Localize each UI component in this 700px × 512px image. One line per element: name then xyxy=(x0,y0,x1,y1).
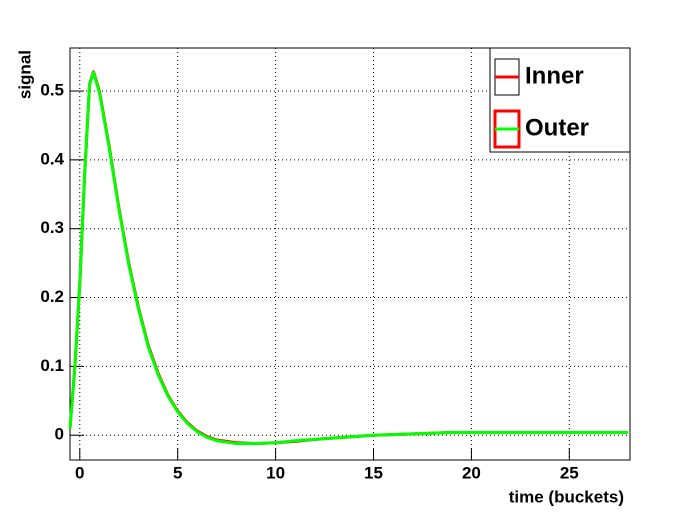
x-tick-label: 15 xyxy=(364,463,383,482)
x-axis-label: time (buckets) xyxy=(509,487,624,506)
x-tick-label: 0 xyxy=(75,463,84,482)
y-tick-label: 0 xyxy=(55,425,64,444)
y-axis-label: signal xyxy=(15,50,34,99)
legend-label: Inner xyxy=(525,62,584,89)
plot-frame xyxy=(69,47,631,461)
series-line xyxy=(68,70,629,445)
x-tick-label: 25 xyxy=(560,463,579,482)
y-tick-label: 0.4 xyxy=(40,149,64,168)
y-tick-label: 0.5 xyxy=(40,81,64,100)
x-tick-label: 20 xyxy=(462,463,481,482)
y-tick-label: 0.2 xyxy=(40,287,64,306)
y-tick-label: 0.3 xyxy=(40,218,64,237)
y-tick-label: 0.1 xyxy=(40,356,64,375)
legend-label: Outer xyxy=(525,114,589,141)
x-tick-label: 10 xyxy=(266,463,285,482)
x-tick-label: 5 xyxy=(173,463,182,482)
legend-box xyxy=(489,47,631,153)
